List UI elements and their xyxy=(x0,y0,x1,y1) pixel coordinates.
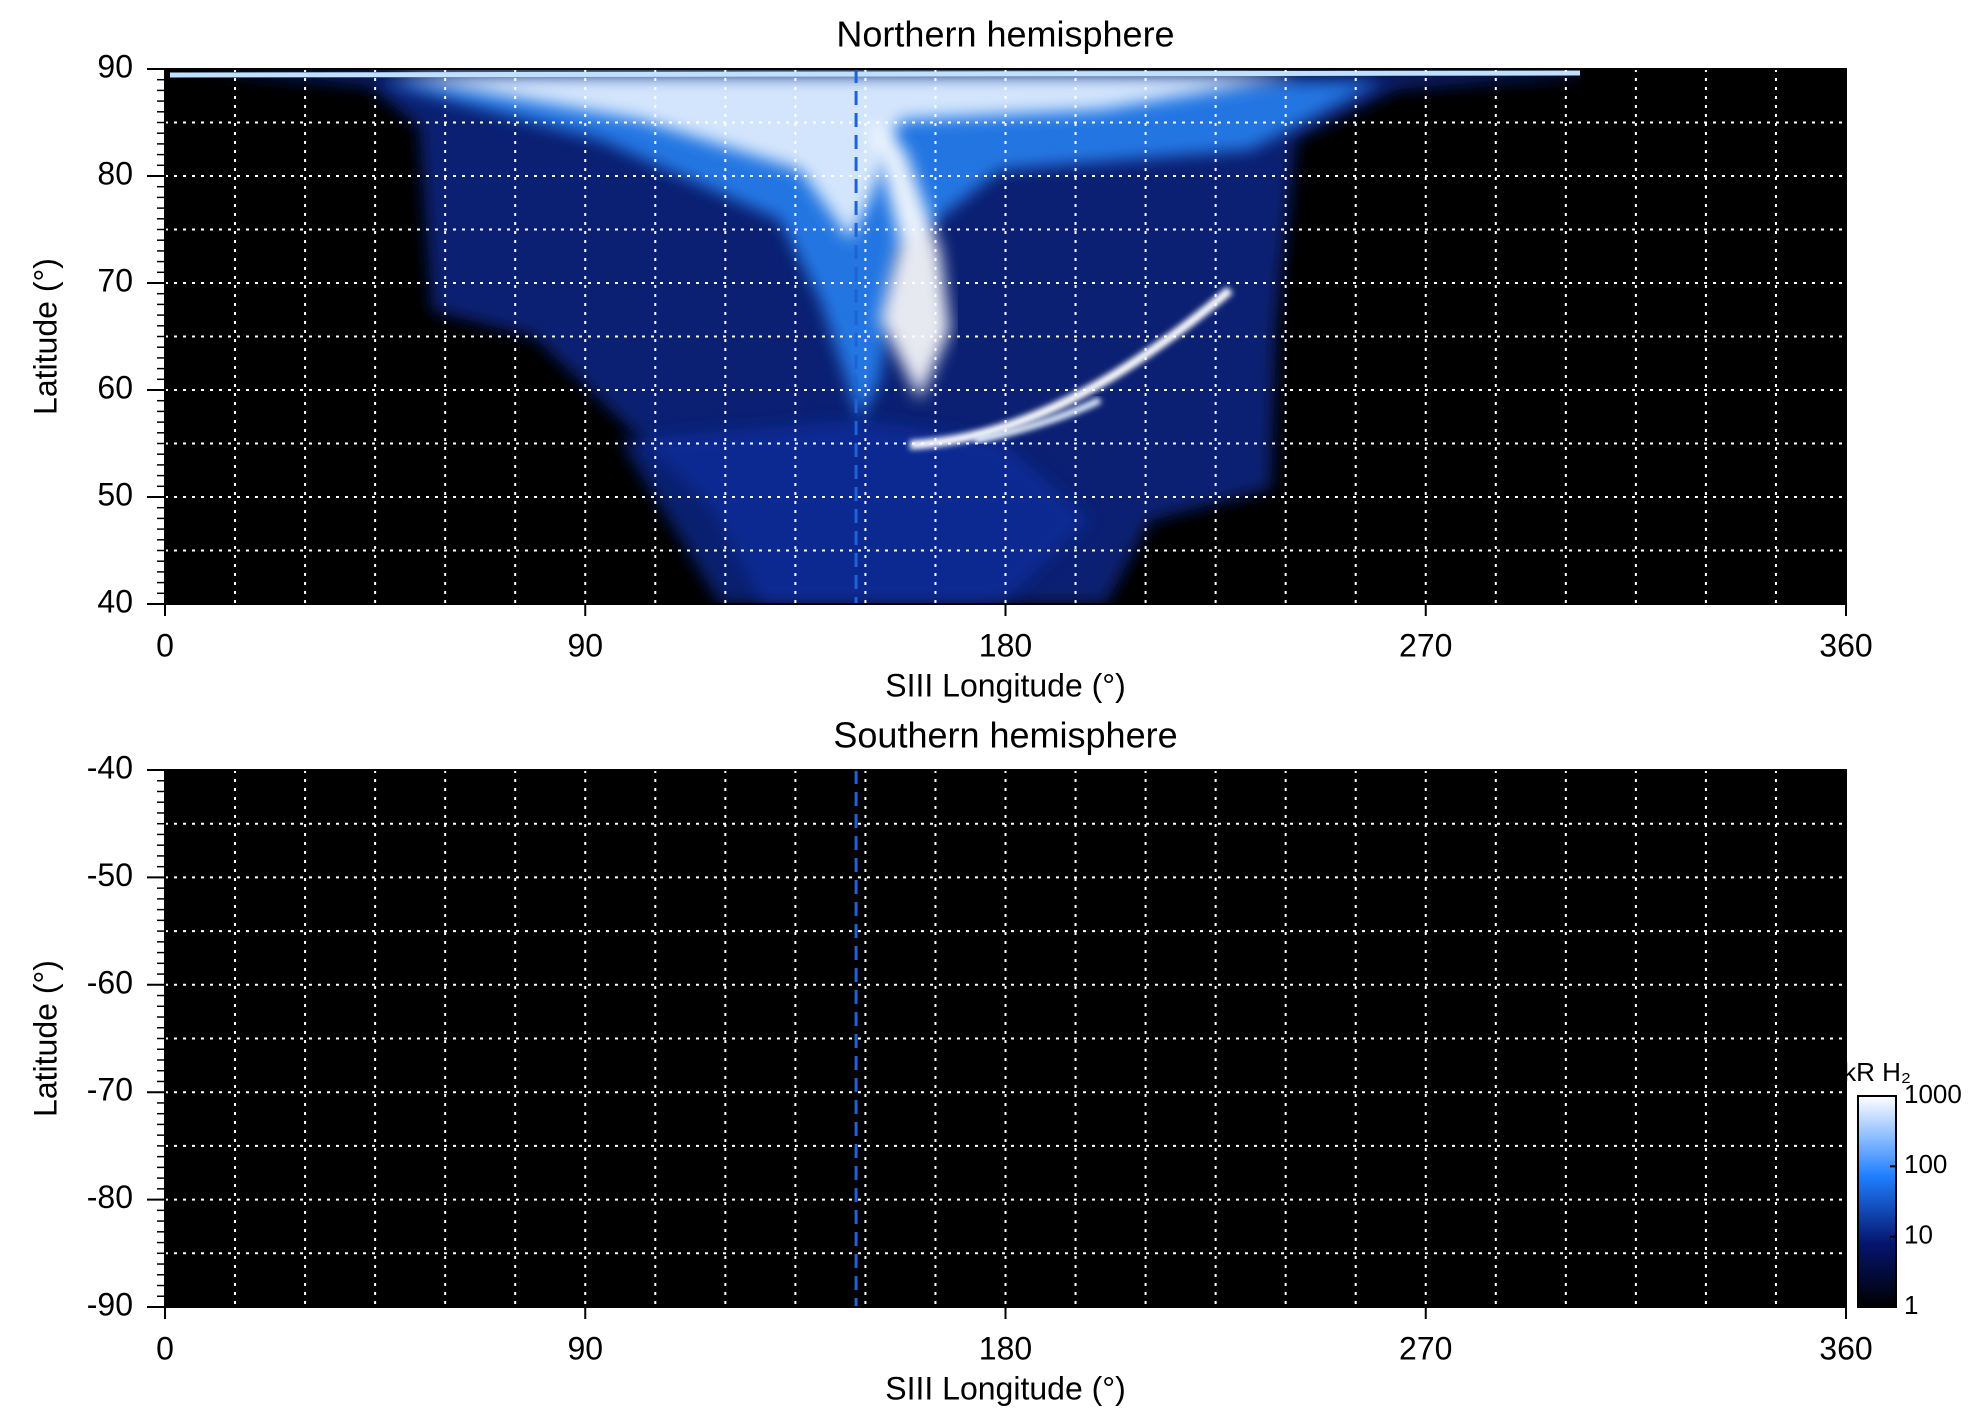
y-axis-title: Latitude (°) xyxy=(27,960,63,1117)
emission-region xyxy=(870,120,950,400)
y-tick-label: -90 xyxy=(87,1286,133,1322)
x-tick-label: 360 xyxy=(1819,627,1872,663)
y-axis-title: Latitude (°) xyxy=(27,258,63,415)
colorbar xyxy=(1857,1095,1897,1308)
y-tick-label: -40 xyxy=(87,749,133,785)
y-tick-label: 50 xyxy=(97,476,133,512)
y-tick-label: -80 xyxy=(87,1179,133,1215)
x-tick-label: 270 xyxy=(1399,1330,1452,1366)
x-tick-label: 0 xyxy=(156,1330,174,1366)
x-tick-label: 0 xyxy=(156,627,174,663)
y-tick-label: -50 xyxy=(87,857,133,893)
y-tick-label: -60 xyxy=(87,964,133,1000)
y-tick-label: 80 xyxy=(97,155,133,191)
y-tick-label: 70 xyxy=(97,262,133,298)
colorbar-tick-label: 1000 xyxy=(1904,1079,1962,1109)
x-axis-title: SIII Longitude (°) xyxy=(885,1370,1125,1406)
y-tick-label: 90 xyxy=(97,48,133,84)
emission-region xyxy=(380,82,1380,420)
x-tick-label: 180 xyxy=(979,627,1032,663)
emission-arc xyxy=(909,286,1233,450)
x-axis-title: SIII Longitude (°) xyxy=(885,667,1125,703)
emission-region xyxy=(390,76,1300,240)
colorbar-label: kR H₂ xyxy=(1843,1057,1911,1087)
chart-title: Northern hemisphere xyxy=(836,14,1174,55)
colorbar-tick-label: 100 xyxy=(1904,1149,1947,1179)
x-tick-label: 90 xyxy=(567,627,603,663)
colorbar-tick-label: 10 xyxy=(1904,1220,1933,1250)
colorbar-tick-label: 1 xyxy=(1904,1290,1918,1320)
x-tick-label: 90 xyxy=(567,1330,603,1366)
y-tick-label: 60 xyxy=(97,369,133,405)
x-tick-label: 270 xyxy=(1399,627,1452,663)
x-tick-label: 180 xyxy=(979,1330,1032,1366)
emission-arc xyxy=(169,70,1581,78)
y-tick-label: -70 xyxy=(87,1072,133,1108)
x-tick-label: 360 xyxy=(1819,1330,1872,1366)
emission-arc xyxy=(974,396,1102,444)
chart-title: Southern hemisphere xyxy=(833,715,1177,756)
y-tick-label: 40 xyxy=(97,583,133,619)
